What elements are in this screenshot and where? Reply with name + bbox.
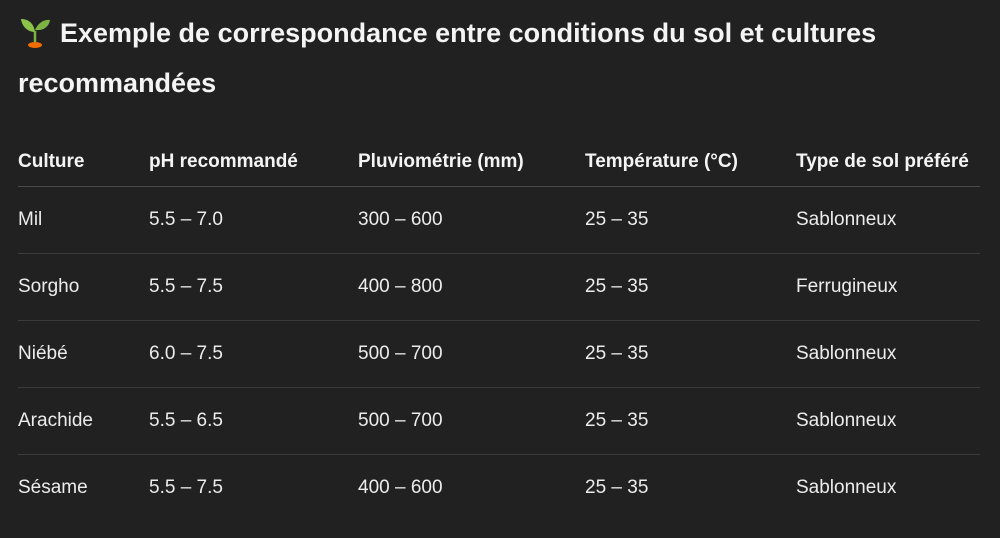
cell-culture: Niébé xyxy=(18,320,149,388)
table-row: Sésame 5.5 – 7.5 400 – 600 25 – 35 Sablo… xyxy=(18,455,980,522)
cell-pluviometrie: 400 – 600 xyxy=(358,477,443,498)
cell-culture: Mil xyxy=(18,186,149,254)
cell-type-sol: Sablonneux xyxy=(796,387,980,455)
table-header-row: Culture pH recommandé Pluviométrie (mm) … xyxy=(18,138,980,187)
cell-ph: 5.5 – 7.5 xyxy=(149,253,358,321)
cell-pluviometrie: 500 – 700 xyxy=(358,320,585,388)
heading-text: Exemple de correspondance entre conditio… xyxy=(18,18,877,98)
cell-type-sol: Sablonneux xyxy=(796,477,897,498)
header-pluviometrie: Pluviométrie (mm) xyxy=(358,138,585,187)
table-row: Mil 5.5 – 7.0 300 – 600 25 – 35 Sablonne… xyxy=(18,186,980,254)
header-temperature: Température (°C) xyxy=(585,138,796,187)
crop-table-container: Culture pH recommandé Pluviométrie (mm) … xyxy=(18,138,980,521)
cell-type-sol: Sablonneux xyxy=(796,186,980,254)
cell-ph: 6.0 – 7.5 xyxy=(149,320,358,388)
table-row: Niébé 6.0 – 7.5 500 – 700 25 – 35 Sablon… xyxy=(18,320,980,388)
header-ph: pH recommandé xyxy=(149,138,358,187)
cell-type-sol: Ferrugineux xyxy=(796,253,980,321)
cell-ph: 5.5 – 7.0 xyxy=(149,186,358,254)
header-culture: Culture xyxy=(18,138,149,187)
crop-soil-table: Culture pH recommandé Pluviométrie (mm) … xyxy=(18,138,980,521)
cell-culture: Sorgho xyxy=(18,253,149,321)
cell-culture: Sésame xyxy=(18,477,88,498)
cell-temperature: 25 – 35 xyxy=(585,186,796,254)
sprout-icon xyxy=(21,19,50,48)
page-heading: Exemple de correspondance entre conditio… xyxy=(18,8,978,108)
table-row: Arachide 5.5 – 6.5 500 – 700 25 – 35 Sab… xyxy=(18,387,980,455)
cell-temperature: 25 – 35 xyxy=(585,320,796,388)
cell-temperature: 25 – 35 xyxy=(585,253,796,321)
cell-pluviometrie: 500 – 700 xyxy=(358,387,585,455)
cell-temperature: 25 – 35 xyxy=(585,387,796,455)
cell-pluviometrie: 300 – 600 xyxy=(358,186,585,254)
table-row: Sorgho 5.5 – 7.5 400 – 800 25 – 35 Ferru… xyxy=(18,253,980,321)
header-type-sol: Type de sol préféré xyxy=(796,138,980,187)
cell-culture: Arachide xyxy=(18,387,149,455)
cell-pluviometrie: 400 – 800 xyxy=(358,253,585,321)
cell-type-sol: Sablonneux xyxy=(796,320,980,388)
cell-ph: 5.5 – 7.5 xyxy=(149,477,223,498)
cell-temperature: 25 – 35 xyxy=(585,477,649,498)
cell-ph: 5.5 – 6.5 xyxy=(149,387,358,455)
